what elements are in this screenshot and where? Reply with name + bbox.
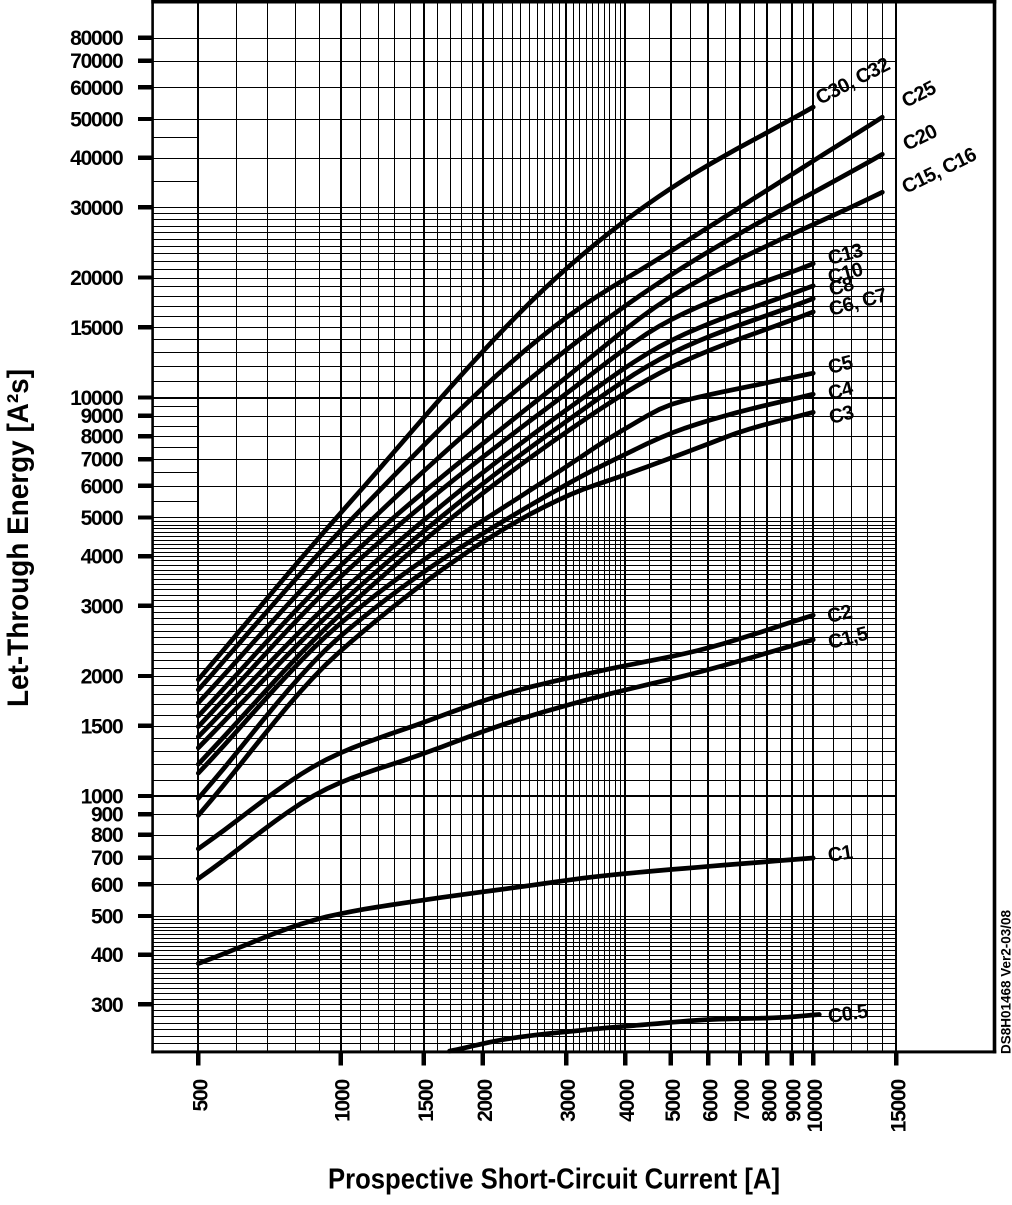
svg-text:600: 600 [91,874,123,897]
svg-text:2000: 2000 [474,1079,497,1121]
svg-text:9000: 9000 [783,1079,806,1121]
svg-text:70000: 70000 [70,50,123,73]
svg-text:500: 500 [189,1079,212,1111]
svg-text:3000: 3000 [81,595,123,618]
svg-text:5000: 5000 [81,507,123,530]
svg-text:700: 700 [91,847,123,870]
svg-text:8000: 8000 [81,426,123,449]
svg-text:6000: 6000 [81,475,123,498]
svg-text:1500: 1500 [415,1079,438,1121]
svg-text:50000: 50000 [70,108,123,131]
svg-text:80000: 80000 [70,27,123,50]
svg-text:Prospective Short-Circuit Curr: Prospective Short-Circuit Current [A] [328,1164,780,1196]
svg-text:15000: 15000 [70,317,123,340]
svg-text:3000: 3000 [557,1079,580,1121]
svg-text:7000: 7000 [731,1079,754,1121]
svg-text:15000: 15000 [887,1079,910,1132]
svg-text:C1: C1 [826,841,854,867]
svg-text:800: 800 [91,824,123,847]
svg-text:8000: 8000 [758,1079,781,1121]
svg-text:7000: 7000 [81,449,123,472]
svg-text:10000: 10000 [804,1079,827,1132]
svg-text:500: 500 [91,905,123,928]
svg-text:4000: 4000 [616,1079,639,1121]
svg-text:300: 300 [91,994,123,1017]
svg-text:Let-Through Energy [A²s]: Let-Through Energy [A²s] [2,369,35,707]
svg-text:400: 400 [91,944,123,967]
svg-text:60000: 60000 [70,77,123,100]
svg-text:40000: 40000 [70,147,123,170]
svg-text:20000: 20000 [70,267,123,290]
svg-text:1500: 1500 [81,715,123,738]
svg-text:2000: 2000 [81,666,123,689]
svg-text:1000: 1000 [332,1079,355,1121]
svg-text:30000: 30000 [70,197,123,220]
svg-text:DS8H01468 Ver2-03/08: DS8H01468 Ver2-03/08 [998,910,1012,1054]
svg-text:5000: 5000 [662,1079,685,1121]
svg-text:10000: 10000 [70,387,123,410]
svg-text:4000: 4000 [81,546,123,569]
svg-text:1000: 1000 [81,786,123,809]
svg-text:6000: 6000 [699,1079,722,1121]
